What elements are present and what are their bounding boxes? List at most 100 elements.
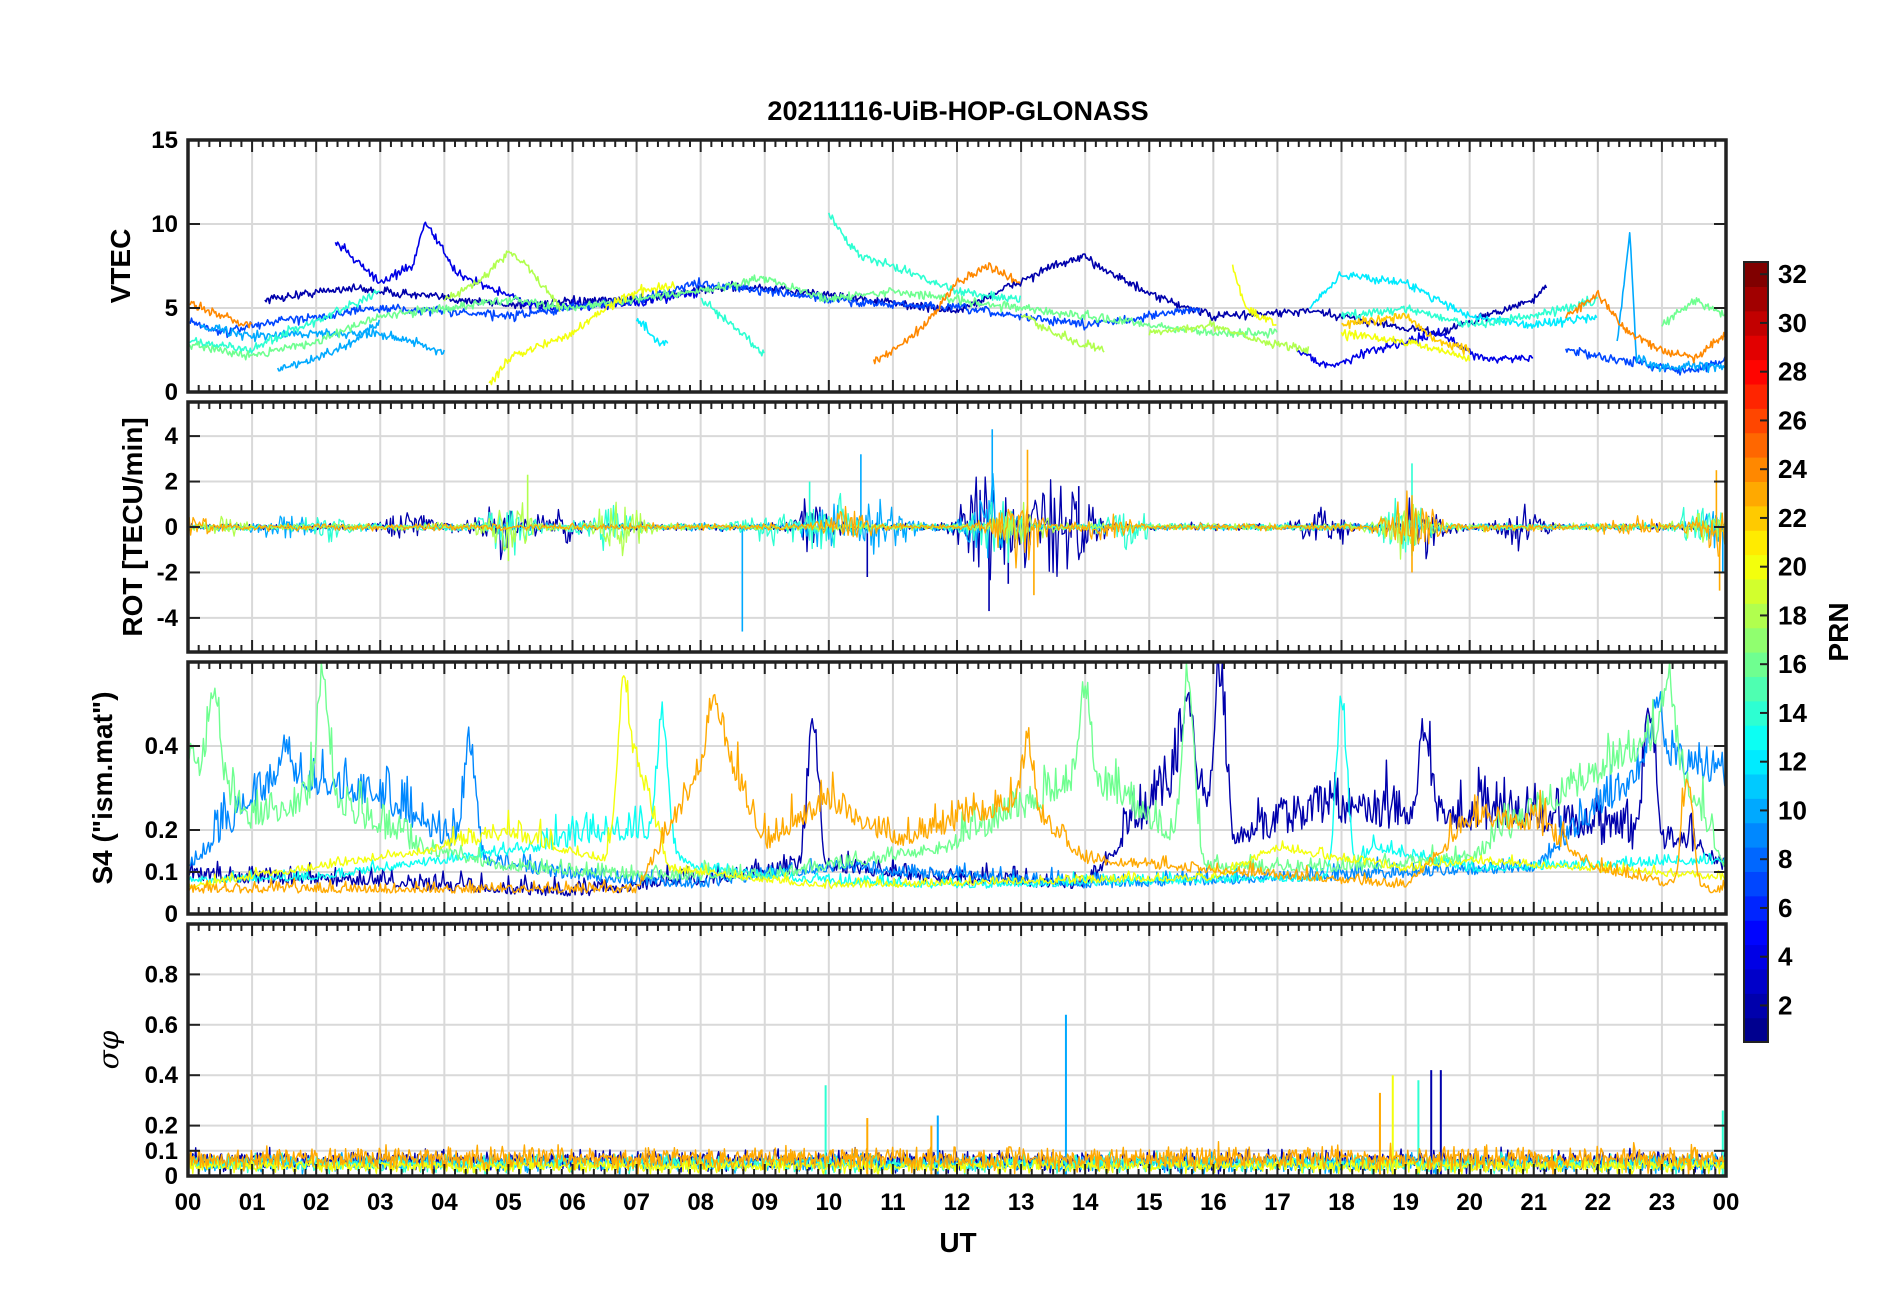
colorbar-swatch	[1744, 432, 1768, 458]
y-axis-label: ROT [TECU/min]	[117, 417, 148, 636]
colorbar-tick-label: 12	[1778, 747, 1807, 777]
panel-data	[188, 662, 1726, 897]
colorbar-tick-label: 18	[1778, 600, 1807, 630]
colorbar-swatch	[1744, 822, 1768, 848]
x-tick-label: 22	[1584, 1189, 1611, 1216]
colorbar-tick-label: 8	[1778, 844, 1792, 874]
panel-data	[188, 212, 1726, 386]
x-tick-label: 06	[559, 1189, 586, 1216]
s4-series-prn-23	[188, 693, 1726, 894]
vtec-series-prn-16	[1661, 297, 1726, 327]
x-tick-label: 09	[751, 1189, 778, 1216]
colorbar-tick-label: 24	[1778, 454, 1807, 484]
s4-series-prn-9	[188, 691, 1726, 889]
colorbar-tick-label: 28	[1778, 357, 1807, 387]
x-tick-label: 20	[1456, 1189, 1483, 1216]
colorbar-label: PRN	[1823, 602, 1854, 661]
vtec-series-prn-14	[700, 297, 765, 357]
colorbar-tick-label: 14	[1778, 698, 1807, 728]
vtec-series-prn-20	[1231, 264, 1277, 326]
colorbar-swatch	[1744, 578, 1768, 604]
panel-rot: -4 -2 0 2 4 ROT [TECU/min]	[117, 400, 1728, 654]
vtec-series-prn-18	[1020, 314, 1105, 353]
y-tick-label: 10	[151, 211, 178, 238]
panel-ticks	[187, 139, 1727, 393]
colorbar-swatch	[1744, 383, 1768, 409]
colorbar-tick-label: 16	[1778, 649, 1807, 679]
colorbar-swatch	[1744, 627, 1768, 653]
panel-ticks	[187, 662, 1727, 915]
colorbar-swatch	[1744, 286, 1768, 312]
y-tick-label: 0.2	[145, 817, 178, 844]
colorbar-tick-label: 30	[1778, 308, 1807, 338]
x-tick-label: 17	[1264, 1189, 1291, 1216]
x-tick-label: 15	[1136, 1189, 1163, 1216]
x-tick-label: 00	[175, 1189, 202, 1216]
x-tick-label: 21	[1520, 1189, 1547, 1216]
colorbar-tick-label: 32	[1778, 259, 1807, 289]
x-tick-label: 04	[431, 1189, 458, 1216]
rot-series-prn-18	[188, 501, 1726, 560]
colorbar-swatch	[1744, 920, 1768, 946]
colorbar-swatch	[1744, 968, 1768, 994]
y-tick-label: 0.8	[145, 961, 178, 988]
colorbar-swatch	[1744, 335, 1768, 361]
colorbar-tick-label: 10	[1778, 795, 1807, 825]
sigma-series-prn-23	[188, 1141, 1726, 1176]
panel-vtec: 0 5 10 15 VTEC	[105, 127, 1728, 406]
s4-series-prn-2	[188, 662, 1726, 897]
y-tick-label: 0.4	[145, 733, 179, 760]
colorbar-tick-label: 22	[1778, 503, 1807, 533]
x-tick-label: 01	[239, 1189, 266, 1216]
vtec-series-prn-24	[1565, 289, 1726, 364]
x-tick-label: 03	[367, 1189, 394, 1216]
vtec-series-prn-10	[200, 324, 445, 356]
vtec-series-prn-10	[1616, 232, 1726, 374]
vtec-series-prn-12	[1309, 271, 1598, 329]
vtec-series-prn-4	[1295, 327, 1534, 369]
y-tick-label: 0.6	[145, 1012, 178, 1039]
y-axis-label: VTEC	[105, 229, 136, 304]
y-tick-label: 0	[165, 514, 178, 541]
x-tick-label: 00	[1713, 1189, 1740, 1216]
x-tick-label: 08	[687, 1189, 714, 1216]
panel-s4: 0 0.1 0.2 0.4 S4 ("ism.mat")	[87, 660, 1728, 928]
y-tick-label: 0.2	[145, 1113, 178, 1140]
x-tick-label: 23	[1649, 1189, 1676, 1216]
colorbar-swatch	[1744, 676, 1768, 702]
vtec-series-prn-16	[188, 274, 1278, 361]
y-tick-label: 5	[165, 295, 178, 322]
vtec-series-prn-14	[188, 289, 380, 354]
x-tick-label: 13	[1008, 1189, 1035, 1216]
y-tick-label: 0.1	[145, 1138, 178, 1165]
x-tick-label: 10	[815, 1189, 842, 1216]
y-tick-label: 4	[165, 423, 179, 450]
x-tick-label: 16	[1200, 1189, 1227, 1216]
panel-data	[188, 429, 1726, 632]
y-tick-label: -2	[157, 559, 178, 586]
colorbar-tick-label: 20	[1778, 552, 1807, 582]
y-tick-label: 0.4	[145, 1062, 179, 1089]
colorbar-frame	[1743, 261, 1769, 1043]
y-tick-label: 0.1	[145, 859, 178, 886]
x-tick-label: 12	[944, 1189, 971, 1216]
colorbar-swatch	[1744, 1017, 1768, 1043]
rot-series-prn-23	[188, 490, 1726, 569]
x-tick-label: 18	[1328, 1189, 1355, 1216]
panel-ticks	[187, 924, 1727, 1177]
y-axis-label: S4 ("ism.mat")	[87, 691, 118, 884]
x-tick-label: 11	[880, 1189, 905, 1216]
x-tick-label: 19	[1392, 1189, 1419, 1216]
colorbar-swatch	[1744, 530, 1768, 556]
y-axis-label: σφ	[92, 1030, 125, 1069]
colorbar-swatch	[1744, 725, 1768, 751]
x-tick-label: 05	[495, 1189, 522, 1216]
s4-series-prn-13	[188, 695, 1726, 889]
panel-sigma_phi: 00.10.2 0.4 0.6 0.8 σφ 00 01 02 03 04 05 06 07 08 09 10…	[92, 922, 1740, 1216]
y-tick-label: 0	[165, 901, 178, 928]
vtec-series-prn-18	[443, 250, 561, 312]
s4-series-prn-20	[188, 675, 1726, 890]
chart-title: 20211116-UiB-HOP-GLONASS	[767, 96, 1148, 126]
